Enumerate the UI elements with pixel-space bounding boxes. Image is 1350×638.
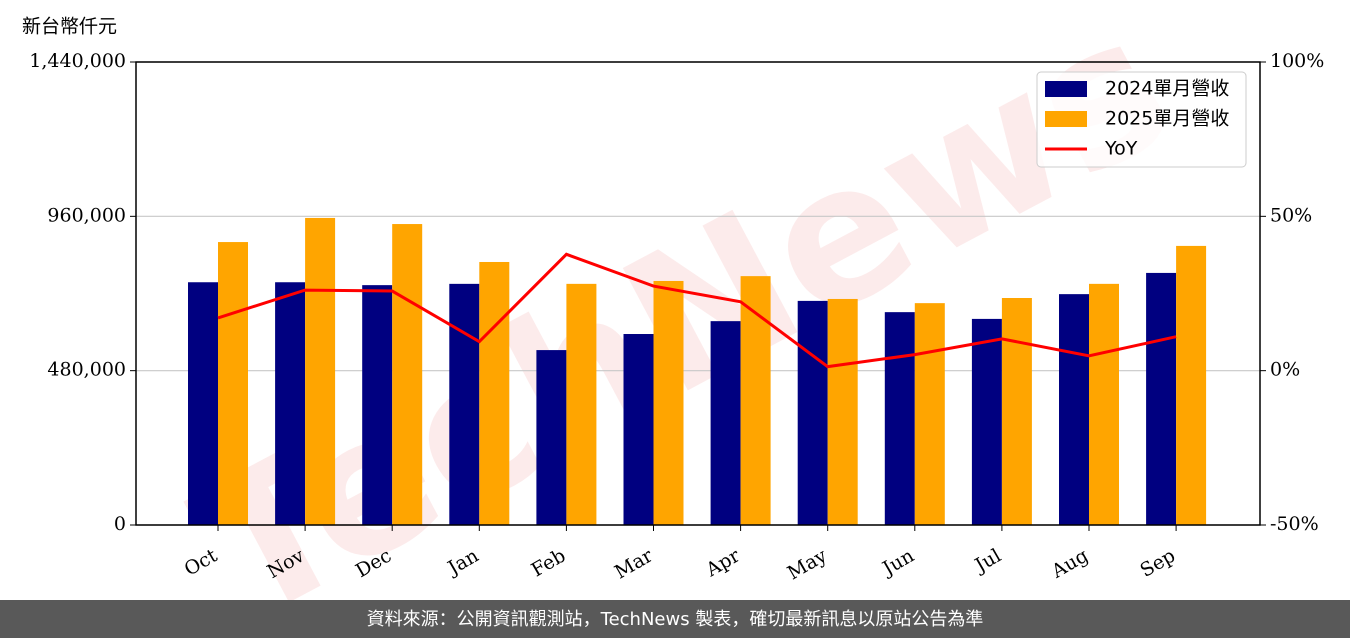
bar bbox=[710, 321, 741, 525]
y-tick-label: 1,440,000 bbox=[29, 50, 126, 72]
bar bbox=[827, 298, 858, 525]
bar bbox=[362, 285, 393, 525]
bar bbox=[623, 334, 654, 525]
line bbox=[217, 252, 1177, 369]
x-tick-label: May bbox=[784, 544, 831, 584]
bar bbox=[218, 242, 248, 526]
bar bbox=[305, 217, 336, 525]
legend-label: 2025單月營收 bbox=[1105, 108, 1229, 130]
bar bbox=[1089, 283, 1119, 525]
legend-label: YoY bbox=[1104, 138, 1138, 160]
bar bbox=[1176, 245, 1207, 526]
bar bbox=[1146, 272, 1177, 525]
y-axis-label: 新台幣仟元 bbox=[22, 16, 117, 38]
x-tick-label: Mar bbox=[611, 544, 657, 583]
y-tick-label: 960,000 bbox=[47, 204, 126, 226]
y-tick-label: 480,000 bbox=[47, 359, 126, 381]
footer: 資料來源：公開資訊觀測站，TechNews 製表，確切最新訊息以原站公告為準 bbox=[367, 609, 984, 630]
bar bbox=[479, 261, 510, 525]
legend-label: 2024單月營收 bbox=[1105, 78, 1229, 100]
bar bbox=[449, 283, 480, 525]
legend-swatch bbox=[1045, 81, 1087, 97]
footer-bar bbox=[0, 600, 1350, 638]
bar bbox=[914, 303, 945, 525]
bar bbox=[275, 282, 306, 525]
plot-frame bbox=[135, 61, 1261, 526]
x-tick-label: Feb bbox=[528, 545, 570, 582]
y2-tick-label: 0% bbox=[1270, 359, 1300, 381]
bar bbox=[797, 300, 828, 525]
bar bbox=[536, 350, 567, 525]
bar bbox=[1059, 294, 1089, 525]
y-tick-label: 0 bbox=[114, 513, 126, 535]
bar bbox=[188, 282, 218, 525]
x-tick-label: Sep bbox=[1137, 545, 1180, 582]
legend-box bbox=[1036, 71, 1247, 168]
y2-tick-label: -50% bbox=[1270, 513, 1319, 535]
y2-tick-label: 50% bbox=[1270, 204, 1312, 226]
bar bbox=[392, 224, 423, 526]
y2-tick-label: 100% bbox=[1270, 50, 1324, 72]
bar bbox=[884, 312, 915, 525]
x-tick-label: Jun bbox=[877, 545, 918, 581]
bar bbox=[566, 283, 597, 525]
bar bbox=[653, 280, 684, 525]
x-tick-label: Aug bbox=[1047, 545, 1092, 584]
x-tick-label: Apr bbox=[701, 544, 744, 581]
x-tick-label: Jul bbox=[970, 545, 1005, 578]
legend-swatch bbox=[1045, 111, 1087, 127]
bar bbox=[740, 276, 771, 525]
bar bbox=[971, 318, 1002, 525]
bar bbox=[1001, 298, 1032, 525]
